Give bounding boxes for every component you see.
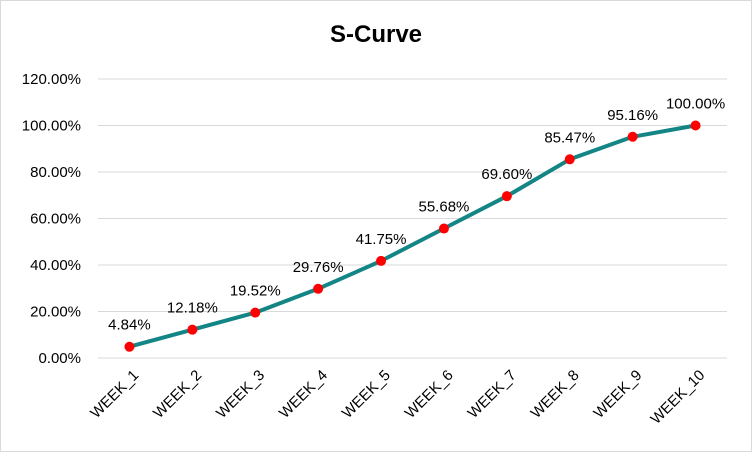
data-label: 100.00% [666, 96, 725, 113]
data-label: 41.75% [356, 231, 407, 248]
data-label: 85.47% [544, 129, 595, 146]
series-line [127, 123, 698, 349]
data-label: 12.18% [167, 300, 218, 317]
data-point [564, 154, 575, 165]
x-tick-label: WEEK_1 [87, 367, 142, 422]
data-label: 95.16% [607, 107, 658, 124]
series-line-group [127, 123, 698, 349]
data-point [250, 307, 261, 318]
data-label: 4.84% [108, 317, 151, 334]
y-tick-label: 20.00% [30, 304, 81, 321]
chart-title: S-Curve [329, 21, 423, 48]
y-tick-label: 100.00% [22, 118, 81, 135]
data-point [187, 324, 198, 335]
x-tick-label: WEEK_10 [647, 367, 708, 428]
x-tick-label: WEEK_7 [465, 367, 520, 422]
data-point [501, 191, 512, 202]
x-tick-label: WEEK_8 [528, 367, 583, 422]
data-label: 55.68% [419, 199, 470, 216]
data-point [376, 255, 387, 266]
y-tick-label: 0.00% [38, 350, 81, 367]
x-tick-label: WEEK_9 [590, 367, 645, 422]
data-point [627, 131, 638, 142]
y-tick-label: 80.00% [30, 164, 81, 181]
x-tick-label: WEEK_3 [213, 367, 268, 422]
y-axis: 0.00% 20.00% 40.00% 60.00% 80.00% 100.00% 120.… [22, 71, 81, 367]
y-tick-label: 60.00% [30, 211, 81, 228]
data-markers [124, 120, 701, 352]
data-label: 29.76% [293, 259, 344, 276]
data-point [124, 341, 135, 352]
x-tick-label: WEEK_5 [339, 367, 394, 422]
y-tick-label: 120.00% [22, 71, 81, 88]
x-axis: WEEK_1 WEEK_2 WEEK_3 WEEK_4 WEEK_5 WEEK_6 WEEK… [87, 357, 727, 428]
data-point [438, 223, 449, 234]
y-tick-label: 40.00% [30, 257, 81, 274]
x-tick-label: WEEK_6 [402, 367, 457, 422]
data-point [690, 120, 701, 131]
x-tick-label: WEEK_4 [276, 367, 331, 422]
data-label: 19.52% [230, 283, 281, 300]
data-labels: 4.84% 12.18% 19.52% 29.76% 41.75% 55.68% 69.60… [108, 96, 725, 334]
x-tick-label: WEEK_2 [150, 367, 205, 422]
data-point [313, 283, 324, 294]
data-label: 69.60% [481, 166, 532, 183]
